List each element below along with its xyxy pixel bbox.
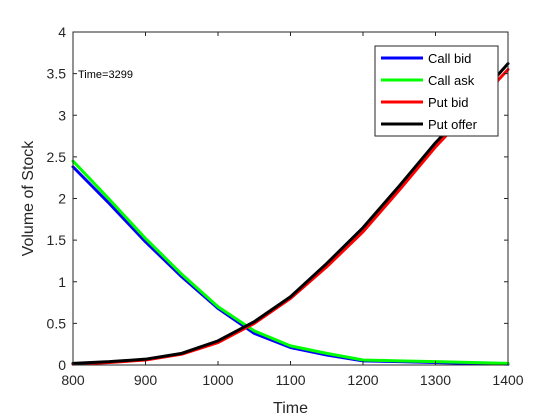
series-line-4 bbox=[71, 62, 510, 365]
y-tick-label: 3.5 bbox=[47, 66, 67, 82]
y-tick-label: 2.5 bbox=[47, 149, 67, 165]
chart-annotation: Time=3299 bbox=[78, 69, 133, 81]
legend-label-3: Put bid bbox=[428, 95, 468, 110]
legend-box bbox=[374, 45, 499, 137]
legend-label-2: Call ask bbox=[428, 73, 475, 88]
x-tick-label: 1000 bbox=[202, 372, 233, 388]
y-tick-label: 3 bbox=[58, 107, 66, 123]
y-tick-label: 4 bbox=[58, 24, 66, 40]
axes-layer: 800 900 1000 1100 1200 1300 1400 0 0.5 1 1.5 2 2.5 3 3… bbox=[47, 24, 524, 388]
y-tick-label: 0.5 bbox=[47, 315, 67, 331]
x-tick-label: 900 bbox=[134, 372, 158, 388]
legend: Call bid Call ask Put bid Put offer bbox=[374, 45, 499, 137]
legend-label-1: Call bid bbox=[428, 51, 471, 66]
y-axis-label: Volume of Stock bbox=[20, 140, 37, 257]
x-tick-label: 1100 bbox=[275, 372, 305, 388]
y-tick-label: 2 bbox=[58, 191, 66, 207]
x-tick-label: 1400 bbox=[492, 372, 523, 388]
y-tick-label: 1.5 bbox=[47, 232, 67, 248]
x-tick-label: 800 bbox=[61, 372, 85, 388]
x-tick-label: 1300 bbox=[420, 372, 451, 388]
x-axis-label: Time bbox=[273, 400, 308, 417]
legend-label-4: Put offer bbox=[428, 117, 478, 132]
x-tick-label: 1200 bbox=[347, 372, 378, 388]
y-tick-label: 1 bbox=[58, 274, 66, 290]
y-tick-label: 0 bbox=[58, 357, 66, 373]
